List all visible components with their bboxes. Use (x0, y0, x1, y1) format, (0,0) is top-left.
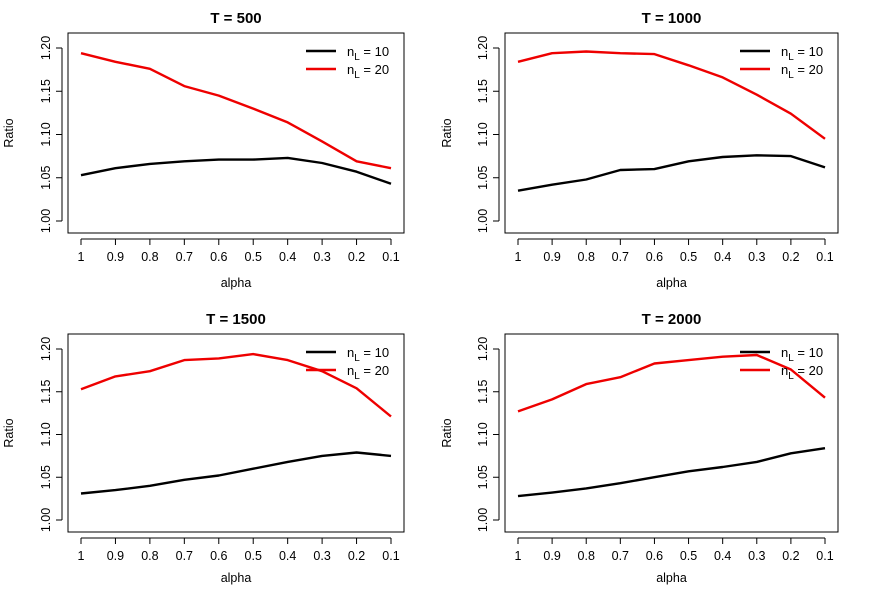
series-line-1 (80, 156, 392, 185)
series-line-2 (80, 352, 392, 418)
y-tick-label: 1.20 (39, 36, 53, 60)
y-tick-label: 1.20 (476, 36, 490, 60)
x-tick-label: 0.8 (141, 250, 158, 264)
y-tick-label: 1.10 (39, 122, 53, 146)
legend-label: nL = 20 (781, 363, 823, 382)
plot-frame (504, 333, 839, 533)
y-tick-label: 1.15 (39, 79, 53, 103)
chart-title: T = 500 (210, 10, 261, 27)
x-tick-label: 0.6 (210, 549, 227, 563)
x-tick-label: 0.3 (313, 549, 330, 563)
y-axis-title: Ratio (2, 418, 16, 447)
chart-panel-1: T = 500 1 0.9 0.8 0.7 0.6 0.5 0.4 0.3 0.2 0.1 1.00 1… (2, 10, 405, 290)
plot-frame (67, 333, 405, 533)
x-tick-label: 1 (78, 250, 85, 264)
legend-label: nL = 10 (347, 345, 389, 364)
x-tick-label: 0.2 (782, 250, 799, 264)
legend-label: nL = 20 (781, 62, 823, 81)
x-tick-label: 0.5 (245, 250, 262, 264)
chart-title: T = 1500 (206, 311, 266, 328)
y-tick-label: 1.05 (39, 465, 53, 489)
x-tick-label: 0.8 (578, 250, 595, 264)
x-tick-label: 0.2 (348, 549, 365, 563)
legend-label: nL = 10 (781, 44, 823, 63)
x-tick-label: 0.3 (748, 250, 765, 264)
chart-panel-3: T = 1500 1 0.9 0.8 0.7 0.6 0.5 0.4 0.3 0.2 0.1 1.00… (2, 311, 405, 585)
y-tick-label: 1.00 (39, 508, 53, 532)
y-tick-label: 1.05 (476, 166, 490, 190)
x-axis-title: alpha (656, 571, 687, 585)
x-tick-label: 1 (78, 549, 85, 563)
y-axis-title: Ratio (2, 118, 16, 147)
x-tick-label: 0.6 (646, 250, 663, 264)
y-tick-label: 1.00 (476, 209, 490, 233)
x-tick-label: 0.1 (816, 250, 833, 264)
x-tick-label: 0.7 (612, 250, 629, 264)
y-tick-label: 1.05 (476, 465, 490, 489)
y-tick-label: 1.10 (476, 422, 490, 446)
x-tick-label: 0.4 (279, 549, 296, 563)
chart-title: T = 1000 (642, 10, 702, 27)
y-tick-label: 1.20 (476, 337, 490, 361)
series-line-1 (517, 154, 826, 192)
x-tick-label: 0.1 (382, 250, 399, 264)
x-tick-label: 0.9 (107, 250, 124, 264)
x-tick-label: 0.6 (210, 250, 227, 264)
x-axis-title: alpha (656, 276, 687, 290)
y-tick-label: 1.05 (39, 166, 53, 190)
legend-label: nL = 10 (781, 345, 823, 364)
x-tick-label: 0.2 (782, 549, 799, 563)
y-tick-label: 1.20 (39, 337, 53, 361)
legend-label: nL = 10 (347, 44, 389, 63)
x-tick-label: 0.3 (313, 250, 330, 264)
x-tick-label: 1 (515, 250, 522, 264)
x-axis-title: alpha (221, 276, 252, 290)
x-axis-title: alpha (221, 571, 252, 585)
chart-panel-4: T = 2000 1 0.9 0.8 0.7 0.6 0.5 0.4 0.3 0.2 0.1 1.00… (440, 311, 839, 585)
x-tick-label: 0.4 (714, 250, 731, 264)
y-tick-label: 1.00 (39, 209, 53, 233)
chart-panel-2: T = 1000 1 0.9 0.8 0.7 0.6 0.5 0.4 0.3 0.2 0.1 1.00… (440, 10, 839, 290)
x-tick-label: 0.8 (578, 549, 595, 563)
x-tick-label: 0.8 (141, 549, 158, 563)
x-tick-label: 0.1 (816, 549, 833, 563)
chart-title: T = 2000 (642, 311, 702, 328)
y-axis-title: Ratio (440, 118, 454, 147)
x-tick-label: 0.7 (176, 549, 193, 563)
x-tick-label: 0.5 (680, 549, 697, 563)
series-line-1 (517, 447, 826, 498)
y-tick-label: 1.15 (476, 79, 490, 103)
x-tick-label: 0.9 (543, 549, 560, 563)
y-axis-title: Ratio (440, 418, 454, 447)
x-tick-label: 1 (515, 549, 522, 563)
x-tick-label: 0.7 (612, 549, 629, 563)
x-tick-label: 0.6 (646, 549, 663, 563)
x-tick-label: 0.2 (348, 250, 365, 264)
plot-frame (67, 32, 405, 234)
series-line-2 (517, 50, 826, 140)
series-line-1 (80, 451, 392, 495)
x-tick-label: 0.1 (382, 549, 399, 563)
y-tick-label: 1.15 (476, 380, 490, 404)
x-tick-label: 0.7 (176, 250, 193, 264)
x-tick-label: 0.9 (107, 549, 124, 563)
x-tick-label: 0.4 (714, 549, 731, 563)
x-tick-label: 0.5 (245, 549, 262, 563)
y-tick-label: 1.10 (39, 422, 53, 446)
y-tick-label: 1.15 (39, 380, 53, 404)
plot-frame (504, 32, 839, 234)
x-tick-label: 0.4 (279, 250, 296, 264)
y-tick-label: 1.10 (476, 122, 490, 146)
x-tick-label: 0.3 (748, 549, 765, 563)
series-line-2 (517, 353, 826, 413)
y-tick-label: 1.00 (476, 508, 490, 532)
legend-label: nL = 20 (347, 62, 389, 81)
x-tick-label: 0.5 (680, 250, 697, 264)
legend-label: nL = 20 (347, 363, 389, 382)
series-line-2 (80, 52, 392, 170)
x-tick-label: 0.9 (543, 250, 560, 264)
